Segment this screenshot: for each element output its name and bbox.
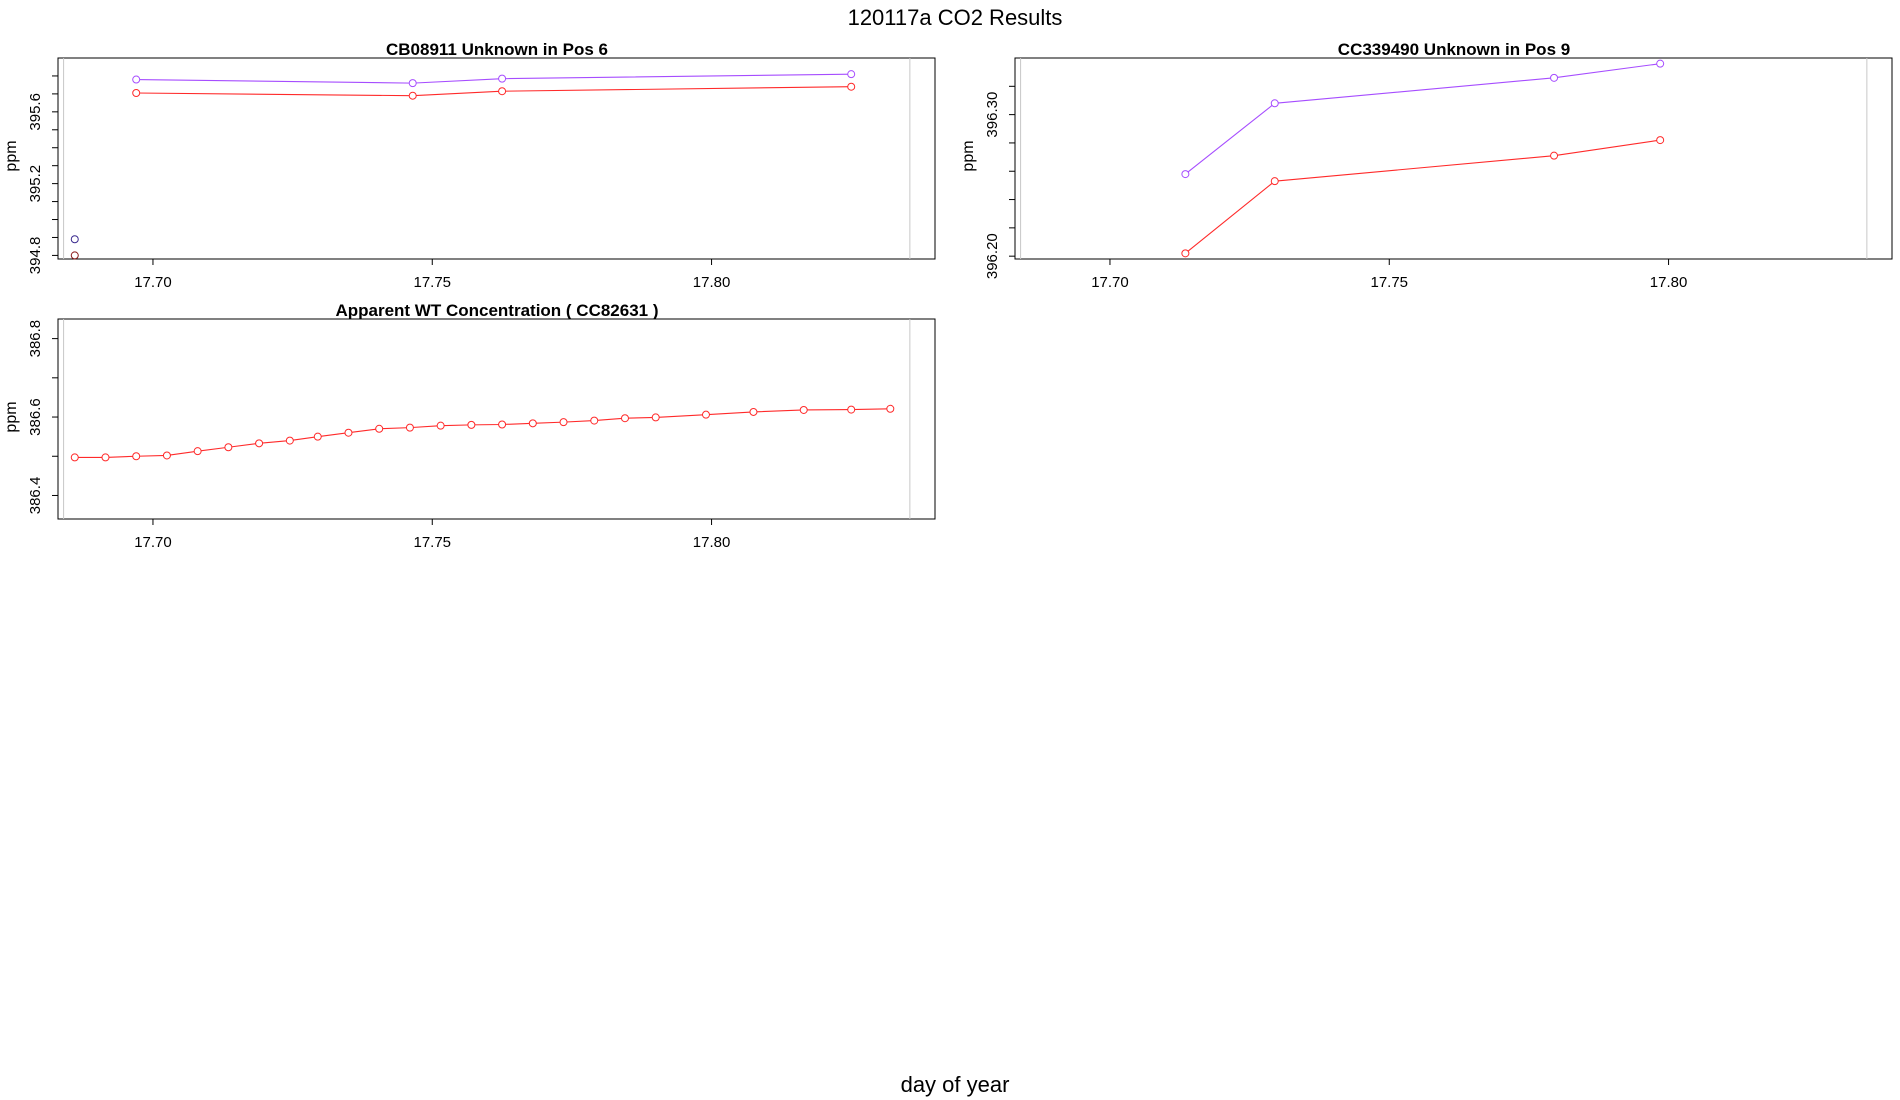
data-point (467, 420, 476, 429)
data-point (344, 428, 353, 437)
panel-title: Apparent WT Concentration ( CC82631 ) (335, 301, 658, 320)
data-point (559, 418, 568, 427)
data-point (1550, 73, 1559, 82)
panel-title: CB08911 Unknown in Pos 6 (386, 40, 608, 59)
data-point (749, 407, 758, 416)
x-tick-label: 17.75 (413, 534, 451, 551)
data-point (498, 87, 507, 96)
x-tick-label: 17.75 (1370, 274, 1408, 291)
plot-frame (57, 57, 936, 260)
data-point (162, 451, 171, 460)
data-point (405, 423, 414, 432)
x-tick-label: 17.70 (134, 534, 172, 551)
y-axis-label: ppm (960, 140, 977, 171)
data-point (651, 413, 660, 422)
data-point (436, 421, 445, 430)
data-point (847, 405, 856, 414)
data-point (70, 251, 79, 260)
data-point (1270, 99, 1279, 108)
data-point (255, 439, 264, 448)
panel-apparent-wt: Apparent WT Concentration ( CC82631 ) 17.… (3, 301, 936, 551)
series-line (1185, 139, 1661, 254)
data-point (701, 410, 710, 419)
data-point (132, 452, 141, 461)
data-point (132, 88, 141, 97)
y-tick-label: 396.20 (984, 233, 1001, 279)
data-point (1550, 151, 1559, 160)
data-point (528, 419, 537, 428)
y-tick-label: 386.8 (27, 320, 44, 358)
data-point (620, 414, 629, 423)
y-tick-label: 396.30 (984, 92, 1001, 138)
data-point (847, 70, 856, 79)
data-point (375, 424, 384, 433)
data-point (132, 75, 141, 84)
data-point (70, 235, 79, 244)
data-point (498, 74, 507, 83)
data-point (408, 91, 417, 100)
data-point (313, 432, 322, 441)
data-point (1181, 249, 1190, 258)
y-tick-label: 395.6 (27, 93, 44, 131)
data-point (799, 405, 808, 414)
x-tick-label: 17.80 (693, 274, 731, 291)
x-tick-label: 17.75 (413, 274, 451, 291)
x-tick-label: 17.70 (134, 274, 172, 291)
data-point (1181, 170, 1190, 179)
data-point (285, 436, 294, 445)
series-line (136, 86, 852, 97)
data-point (101, 453, 110, 462)
data-point (886, 404, 895, 413)
data-point (590, 416, 599, 425)
y-axis-label: ppm (3, 140, 20, 171)
y-tick-label: 395.2 (27, 165, 44, 203)
data-point (1656, 59, 1665, 68)
y-tick-label: 386.6 (27, 398, 44, 436)
data-point (70, 453, 79, 462)
data-point (847, 82, 856, 91)
panel-cc339490: CC339490 Unknown in Pos 9 17.70 17.75 17.80… (960, 40, 1893, 291)
figure-x-axis-label: day of year (901, 1072, 1010, 1097)
plot-frame (57, 318, 936, 520)
figure-title: 120117a CO2 Results (848, 5, 1063, 30)
x-tick-label: 17.70 (1091, 274, 1129, 291)
plot-frame (1014, 57, 1893, 260)
series-line (136, 73, 852, 84)
series-line (1185, 63, 1661, 175)
panel-cb08911: CB08911 Unknown in Pos 6 17.70 17.75 17.80 3… (3, 40, 936, 291)
data-point (498, 420, 507, 429)
x-tick-label: 17.80 (693, 534, 731, 551)
y-tick-label: 386.4 (27, 477, 44, 515)
data-point (1270, 177, 1279, 186)
data-point (224, 443, 233, 452)
y-tick-label: 394.8 (27, 237, 44, 275)
data-point (193, 447, 202, 456)
data-point (1656, 136, 1665, 145)
x-tick-label: 17.80 (1650, 274, 1688, 291)
y-axis-label: ppm (3, 401, 20, 432)
data-point (408, 79, 417, 88)
panel-title: CC339490 Unknown in Pos 9 (1338, 40, 1570, 59)
